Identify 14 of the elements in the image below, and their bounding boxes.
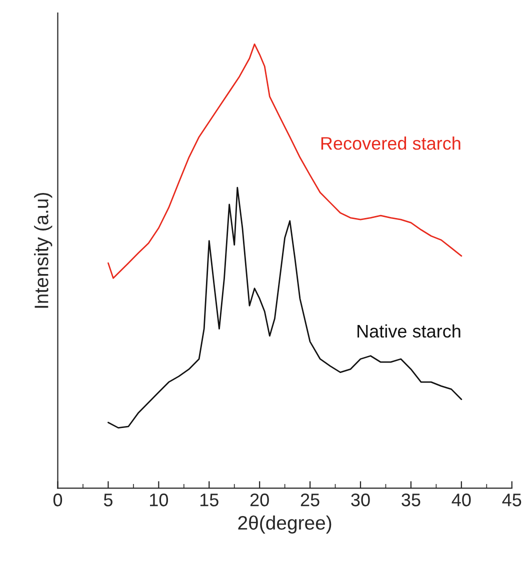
x-tick-label: 20: [250, 494, 269, 506]
series-label: Recovered starch: [321, 136, 460, 150]
x-tick-label: 15: [200, 494, 218, 506]
x-tick-label: 40: [452, 494, 471, 506]
x-axis-title: 2θ(degree): [238, 515, 332, 534]
x-tick-label: 35: [402, 494, 420, 506]
x-tick-label: 25: [300, 494, 320, 506]
x-tick-label: 45: [502, 494, 522, 506]
x-tick-label: 5: [104, 494, 112, 506]
series-label: Native starch: [358, 324, 460, 338]
x-tick-label: 0: [53, 494, 62, 506]
y-axis-title: Intensity (a.u): [34, 192, 52, 308]
x-tick-label: 30: [351, 494, 370, 506]
x-tick-label: 10: [150, 494, 168, 506]
